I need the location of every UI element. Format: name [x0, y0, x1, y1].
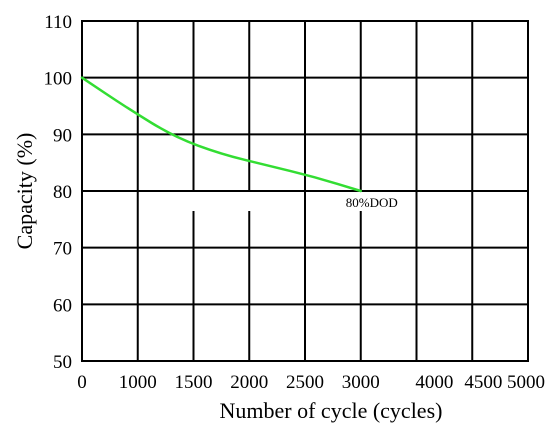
y-tick-label: 90: [53, 125, 72, 146]
y-tick-label: 110: [44, 12, 72, 33]
grid-lines: [82, 20, 528, 362]
y-tick-label: 60: [53, 295, 72, 316]
annotation-label: 80%DOD: [346, 195, 398, 210]
y-tick-label: 80: [53, 182, 72, 203]
y-tick-label: 100: [44, 69, 73, 90]
x-tick-label: 0: [77, 372, 87, 393]
y-axis-label: Capacity (%): [12, 133, 37, 250]
y-tick-label: 50: [53, 352, 72, 373]
y-tick-label: 70: [53, 239, 72, 260]
x-axis-label: Number of cycle (cycles): [220, 398, 443, 423]
x-tick-label: 2000: [230, 372, 268, 393]
x-tick-label: 3000: [342, 372, 380, 393]
x-tick-label: 5000: [507, 372, 545, 393]
annotations-group: 80%DOD: [346, 195, 398, 210]
x-tick-label: 4500: [464, 372, 502, 393]
plot-frame: [81, 20, 529, 362]
series-group: [80, 76, 362, 193]
x-tick-labels: 0 1000 1500 2000 2500 3000 4000 4500 5000: [77, 372, 545, 393]
series-line: [80, 76, 362, 193]
x-tick-label: 2500: [286, 372, 324, 393]
x-tick-label: 4000: [415, 372, 453, 393]
x-tick-label: 1500: [175, 372, 213, 393]
y-tick-labels: 50 60 70 80 90 100 110: [44, 12, 73, 373]
x-tick-label: 1000: [119, 372, 157, 393]
